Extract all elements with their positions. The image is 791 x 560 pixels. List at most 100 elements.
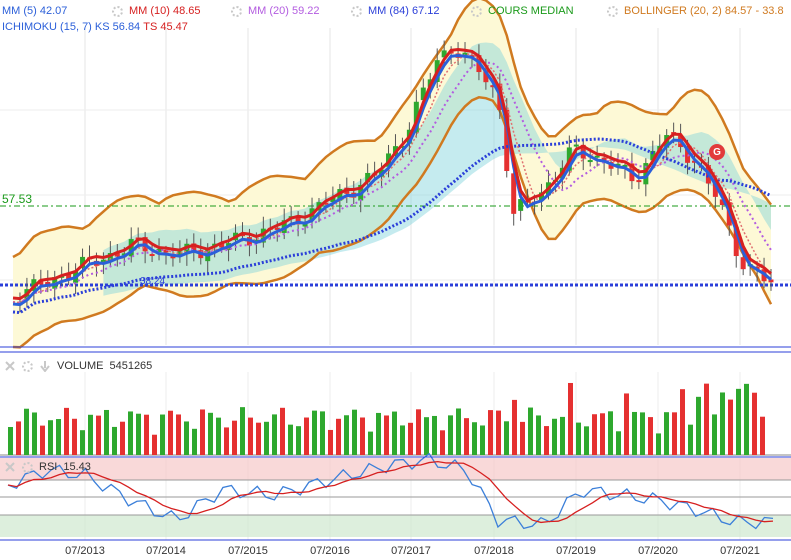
gear-icon[interactable] [607, 5, 618, 17]
legend-mm20[interactable]: MM (20) 59.22 [231, 3, 320, 19]
volume-bar [352, 409, 357, 455]
volume-value: 5451265 [109, 360, 153, 372]
volume-bar [712, 414, 717, 455]
candle-body [100, 259, 106, 263]
legend-mm10[interactable]: MM (10) 48.65 [112, 3, 201, 19]
volume-bar [152, 434, 157, 455]
legend-bollinger-value: 84.57 - 33.8 [724, 5, 784, 17]
gear-icon[interactable] [22, 461, 33, 473]
volume-bar [464, 418, 469, 455]
candle-body [692, 160, 698, 163]
legend-mm20-label: MM (20) [248, 5, 289, 17]
legend-mm20-value: 59.22 [292, 5, 320, 17]
legend-mm5-value: 42.07 [39, 5, 68, 17]
x-tick-label: 07/2016 [310, 545, 350, 557]
volume-bar [616, 431, 621, 455]
candle-body [156, 248, 162, 252]
candle-body [511, 173, 517, 214]
volume-bar [384, 415, 389, 455]
volume-bar [160, 414, 165, 455]
candle-body [128, 239, 134, 257]
ichimoku-ks-line [12, 53, 772, 307]
candle-body [191, 243, 197, 253]
volume-bar [304, 417, 309, 455]
volume-bar [744, 383, 749, 455]
volume-bar [544, 426, 549, 455]
rsi-oversold-zone [0, 515, 791, 537]
volume-bar [440, 430, 445, 455]
volume-bar [168, 410, 173, 455]
gear-icon[interactable] [351, 5, 362, 17]
mm84-line [12, 137, 772, 315]
legend-median[interactable]: COURS MEDIAN [471, 3, 574, 19]
volume-bar [184, 421, 189, 455]
level-tag-high: 57.53 [2, 192, 33, 206]
candle-body [518, 199, 524, 211]
legend-ichimoku[interactable]: ICHIMOKU (15, 7) KS 56.84 TS 45.47 [2, 19, 188, 35]
volume-bar [344, 415, 349, 455]
candle-body [239, 234, 245, 237]
mm10-dotted-line [12, 52, 772, 304]
volume-bar [536, 415, 541, 455]
volume-bar [336, 418, 341, 455]
gear-icon[interactable] [231, 5, 242, 17]
gear-icon[interactable] [471, 5, 482, 17]
volume-bar [584, 426, 589, 455]
gear-icon[interactable] [22, 360, 33, 372]
x-tick-label: 07/2017 [391, 545, 431, 557]
volume-bar [144, 414, 149, 455]
volume-bar [272, 414, 277, 455]
candle-body [768, 279, 774, 283]
volume-bar [8, 427, 13, 455]
volume-bar [288, 424, 293, 455]
volume-bar [136, 413, 141, 455]
candle-body [274, 227, 280, 230]
volume-bar [104, 409, 109, 455]
volume-bar [512, 399, 517, 455]
candle-body [587, 160, 593, 163]
volume-bar [560, 416, 565, 455]
x-tick-label: 07/2014 [146, 545, 186, 557]
volume-panel-tools: VOLUME 5451265 [4, 360, 153, 373]
close-icon[interactable] [4, 461, 16, 473]
candle-body [504, 109, 510, 171]
volume-bar [416, 409, 421, 455]
volume-bar [624, 393, 629, 455]
volume-bar [648, 417, 653, 455]
candle-body [66, 274, 72, 280]
legend-median-label: COURS MEDIAN [488, 5, 574, 17]
legend-mm5[interactable]: MM (5) 42.07 [2, 3, 67, 19]
arrow-down-icon[interactable] [39, 360, 51, 373]
volume-bar [704, 383, 709, 455]
volume-bar [32, 412, 37, 455]
candle-body [462, 52, 468, 55]
candle-body [323, 202, 329, 205]
rsi-value: 15.43 [63, 461, 91, 473]
candle-body [733, 226, 739, 257]
volume-bar [24, 408, 29, 455]
volume-bar [752, 392, 757, 455]
candle-body [107, 253, 113, 262]
candle-body [539, 192, 545, 201]
candle-body [650, 150, 656, 161]
candle-body [490, 85, 496, 88]
volume-bar [16, 421, 21, 455]
volume-bar [472, 422, 477, 455]
volume-bar [296, 426, 301, 455]
volume-bar [48, 420, 53, 455]
volume-bar [600, 413, 605, 455]
legend-bollinger[interactable]: BOLLINGER (20, 2) 84.57 - 33.8 [607, 3, 784, 19]
volume-bar [688, 424, 693, 455]
candle-body [719, 199, 725, 206]
volume-label: VOLUME [57, 360, 104, 372]
volume-bar [632, 411, 637, 455]
candle-body [712, 182, 718, 197]
signal-badge[interactable]: G [709, 144, 725, 160]
close-icon[interactable] [4, 360, 16, 372]
candle-body [114, 253, 120, 257]
legend-mm84[interactable]: MM (84) 67.12 [351, 3, 440, 19]
volume-bar [504, 421, 509, 455]
volume-bar [40, 425, 45, 455]
gear-icon[interactable] [112, 5, 123, 17]
volume-bar [216, 417, 221, 455]
